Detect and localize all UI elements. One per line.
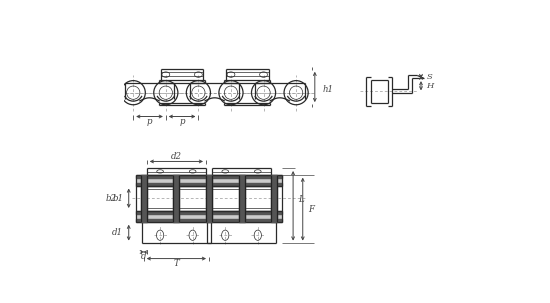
- Text: F: F: [308, 205, 314, 214]
- Text: h1: h1: [322, 85, 333, 94]
- Text: p: p: [179, 117, 185, 126]
- Bar: [136, 219, 282, 222]
- Text: d: d: [141, 252, 146, 261]
- Bar: [271, 175, 277, 222]
- Bar: [141, 175, 147, 222]
- Text: T: T: [173, 259, 179, 268]
- Text: d1: d1: [112, 228, 123, 237]
- Bar: [136, 214, 282, 219]
- Text: b1: b1: [112, 194, 123, 203]
- Bar: [136, 183, 282, 185]
- Bar: [239, 175, 245, 222]
- Text: p: p: [147, 117, 152, 126]
- Bar: [136, 211, 282, 214]
- Bar: [206, 175, 212, 222]
- Bar: [136, 175, 282, 178]
- Text: b2: b2: [106, 194, 117, 203]
- Bar: [136, 178, 282, 183]
- Text: L: L: [299, 195, 304, 204]
- Text: d2: d2: [171, 152, 182, 161]
- Text: S: S: [426, 73, 432, 81]
- Bar: [173, 175, 179, 222]
- Text: H: H: [426, 82, 433, 90]
